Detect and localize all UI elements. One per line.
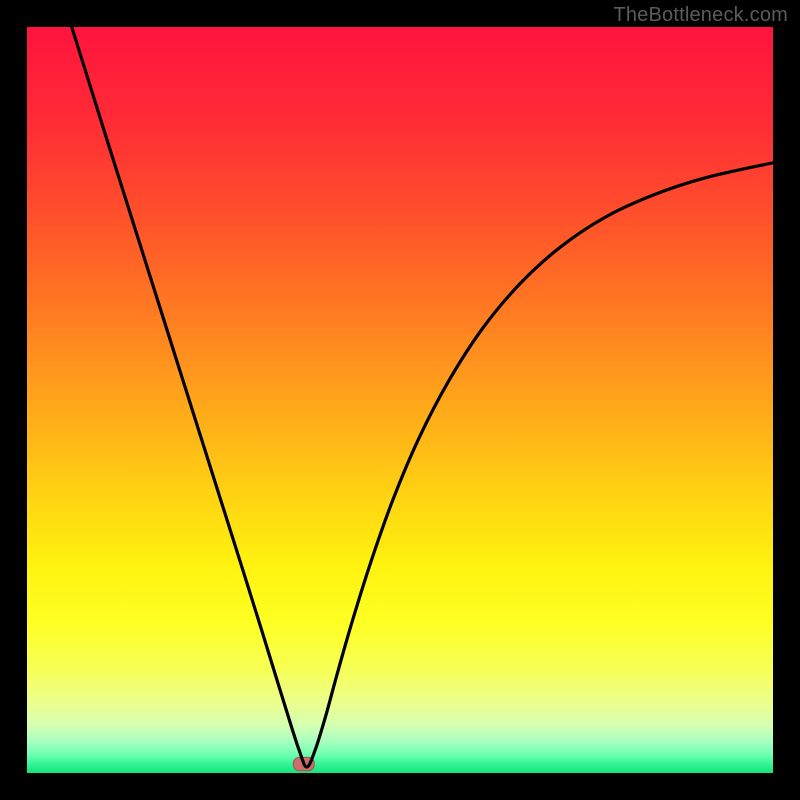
watermark-text: TheBottleneck.com [613,4,788,27]
chart-svg [27,27,773,773]
gradient-background [27,27,773,773]
chart-outer-frame: TheBottleneck.com [0,0,800,800]
plot-area [27,27,773,773]
